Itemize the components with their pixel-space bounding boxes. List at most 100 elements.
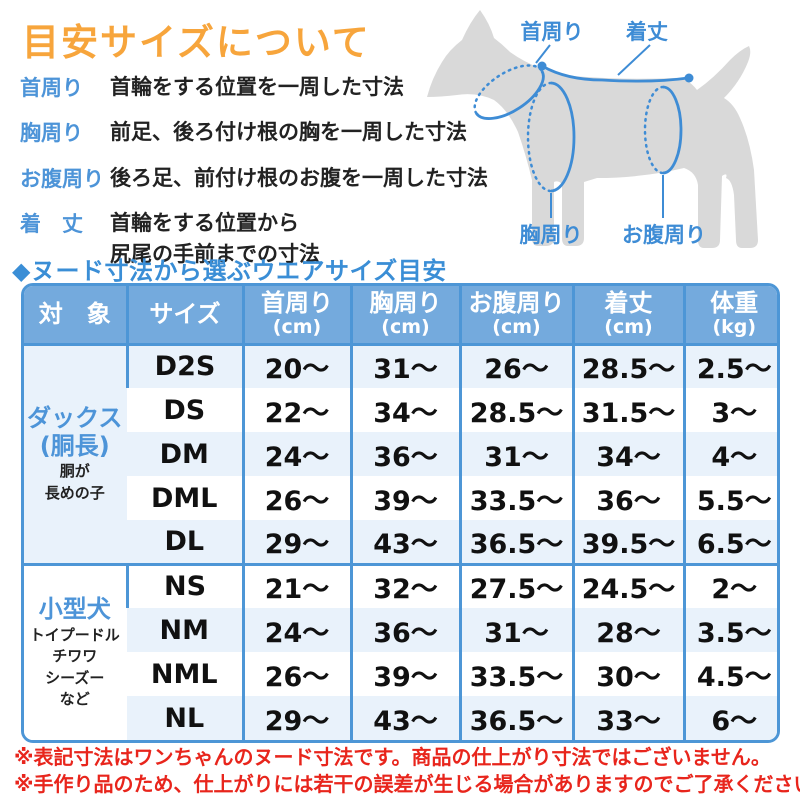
diagram-neck-label: 首周り	[521, 20, 584, 44]
header-chest-label: 胸周り	[369, 288, 442, 317]
cell-belly: 36.5〜	[458, 520, 573, 564]
group-small-dog-desc-line2: チワワ	[52, 647, 98, 666]
cell-belly: 33.5〜	[458, 476, 573, 520]
definition-belly-text: 後ろ足、前付け根のお腹を一周した寸法	[110, 165, 488, 190]
group-dachshund-desc-line1: 胴が	[59, 462, 90, 481]
cell-weight: 5.5〜	[682, 476, 777, 520]
group-small-dog-name: 小型犬	[38, 594, 111, 623]
cell-belly: 27.5〜	[458, 562, 573, 608]
header-size-label: サイズ	[149, 299, 221, 328]
cell-chest: 34〜	[349, 388, 460, 432]
definition-length-label: 着 丈	[20, 212, 83, 237]
cell-size: NL	[127, 696, 243, 740]
header-belly: お腹周り (cm)	[458, 286, 573, 346]
table-row-nml: NML 26〜 39〜 33.5〜 30〜 4.5〜	[24, 652, 777, 696]
footnote-1: ※表記寸法はワンちゃんのヌード寸法です。商品の仕上がり寸法ではございません。	[14, 745, 771, 769]
cell-length: 31.5〜	[571, 388, 684, 432]
header-belly-unit: (cm)	[492, 315, 541, 338]
cell-size: DS	[163, 394, 206, 426]
footnotes: ※表記寸法はワンちゃんのヌード寸法です。商品の仕上がり寸法ではございません。 ※…	[14, 744, 800, 798]
definition-neck: 首周り 首輪をする位置を一周した寸法	[20, 72, 420, 102]
header-size: サイズ	[125, 286, 243, 346]
neck-ring	[473, 64, 545, 120]
cell-size: DM	[127, 432, 243, 476]
group-cell-small-dog: 小型犬 トイプードル チワワ シーズー など	[24, 562, 127, 740]
cell-chest: 43〜	[349, 696, 460, 740]
cell-belly: 33.5〜	[458, 652, 573, 696]
definition-length-line1: 首輪をする位置から	[110, 211, 299, 236]
header-length: 着丈 (cm)	[571, 286, 684, 346]
table-row-d2s: ダックス (胴長) 胴が 長めの子 D2S 20〜 31〜 26〜 28.5〜 …	[24, 344, 777, 564]
header-weight-unit: (kg)	[712, 315, 757, 338]
header-chest-unit: (cm)	[381, 315, 430, 338]
dog-measurement-diagram: 首周り 着丈 胸周り お腹周り	[402, 0, 796, 266]
definition-chest-label: 胸周り	[20, 121, 83, 146]
section-title: ◆ヌード寸法から選ぶウエアサイズ目安	[12, 257, 447, 285]
definition-chest: 胸周り 前足、後ろ付け根の胸を一周した寸法	[20, 117, 467, 147]
definition-neck-label: 首周り	[20, 76, 83, 100]
group-small-dog-desc-line4: など	[59, 690, 90, 709]
cell-chest: 39〜	[349, 652, 460, 696]
cell-size: D2S	[125, 344, 243, 388]
cell-size: NS	[125, 562, 243, 608]
header-chest: 胸周り (cm)	[349, 286, 460, 346]
header-neck-unit: (cm)	[272, 315, 322, 338]
cell-chest: 36〜	[349, 432, 460, 476]
definition-neck-text: 首輪をする位置を一周した寸法	[110, 75, 404, 99]
group-small-dog-desc-line1: トイプードル	[29, 625, 120, 644]
cell-length: 39.5〜	[571, 520, 684, 564]
cell-weight: 3〜	[682, 388, 777, 432]
cell-weight: 6.5〜	[682, 520, 777, 564]
neck-ring-solid-arc	[475, 70, 545, 120]
header-weight-label: 体重	[710, 288, 759, 317]
cell-belly: 31〜	[458, 432, 573, 476]
definition-belly: お腹周り 後ろ足、前付け根のお腹を一周した寸法	[20, 163, 488, 193]
table-row-nm: NM 24〜 36〜 31〜 28〜 3.5〜	[24, 608, 777, 652]
cell-belly: 31〜	[458, 608, 573, 652]
chest-ring-dotted-arc	[526, 81, 553, 193]
definition-belly-label: お腹周り	[20, 166, 104, 191]
cell-weight: 2〜	[682, 562, 777, 608]
diagram-chest-label: 胸周り	[520, 223, 583, 247]
cell-neck: 29〜	[241, 520, 351, 564]
table-row-dml: DML 26〜 39〜 33.5〜 36〜 5.5〜	[24, 476, 777, 520]
cell-chest: 31〜	[349, 344, 460, 388]
definition-chest-text: 前足、後ろ付け根の胸を一周した寸法	[110, 120, 467, 145]
cell-neck: 21〜	[241, 562, 351, 608]
chest-ring-solid-arc	[550, 81, 576, 193]
page-title: 目安サイズについて	[22, 21, 371, 64]
cell-size: DML	[151, 482, 218, 514]
cell-belly: 36.5〜	[458, 696, 573, 740]
measurement-definitions: 首周り 首輪をする位置を一周した寸法 胸周り 前足、後ろ付け根の胸を一周した寸法…	[20, 72, 488, 284]
back-length-line	[541, 64, 689, 83]
cell-length: 24.5〜	[571, 562, 684, 608]
cell-neck: 20〜	[241, 344, 351, 388]
cell-length: 30〜	[571, 652, 684, 696]
cell-weight: 4.5〜	[682, 652, 777, 696]
table-row-nl: NL 29〜 43〜 36.5〜 33〜 6〜	[24, 696, 777, 740]
back-length-start-dot	[537, 61, 547, 71]
cell-belly: 26〜	[458, 344, 573, 388]
group-small-dog-desc-line3: シーズー	[45, 668, 105, 687]
table-header-row: 対 象 サイズ 首周り (cm) 胸周り (cm) お腹周り (cm) 着丈 (cm) …	[24, 286, 777, 346]
cell-weight: 4〜	[682, 432, 777, 476]
header-length-label: 着丈	[604, 288, 653, 317]
cell-neck: 24〜	[241, 432, 351, 476]
header-length-unit: (cm)	[604, 315, 653, 338]
cell-size: NML	[150, 658, 218, 690]
dog-silhouette	[427, 10, 758, 248]
cell-size: NM	[127, 608, 243, 652]
group-dachshund-desc-line2: 長めの子	[44, 483, 105, 502]
group-dachshund-name-line1: ダックス	[27, 403, 123, 432]
cell-neck: 26〜	[241, 476, 351, 520]
cell-length: 36〜	[571, 476, 684, 520]
cell-weight: 3.5〜	[682, 608, 777, 652]
cell-length: 28〜	[571, 608, 684, 652]
definition-length-text: 首輪をする位置から 尻尾の手前までの寸法	[110, 208, 320, 269]
group-cell-dachshund: ダックス (胴長) 胴が 長めの子	[24, 344, 127, 564]
length-leader-line	[617, 44, 651, 76]
definition-length-line2: 尻尾の手前までの寸法	[110, 241, 320, 266]
cell-weight: 6〜	[682, 696, 777, 740]
definition-length: 着 丈 首輪をする位置から 尻尾の手前までの寸法	[20, 208, 420, 269]
cell-neck: 26〜	[241, 652, 351, 696]
